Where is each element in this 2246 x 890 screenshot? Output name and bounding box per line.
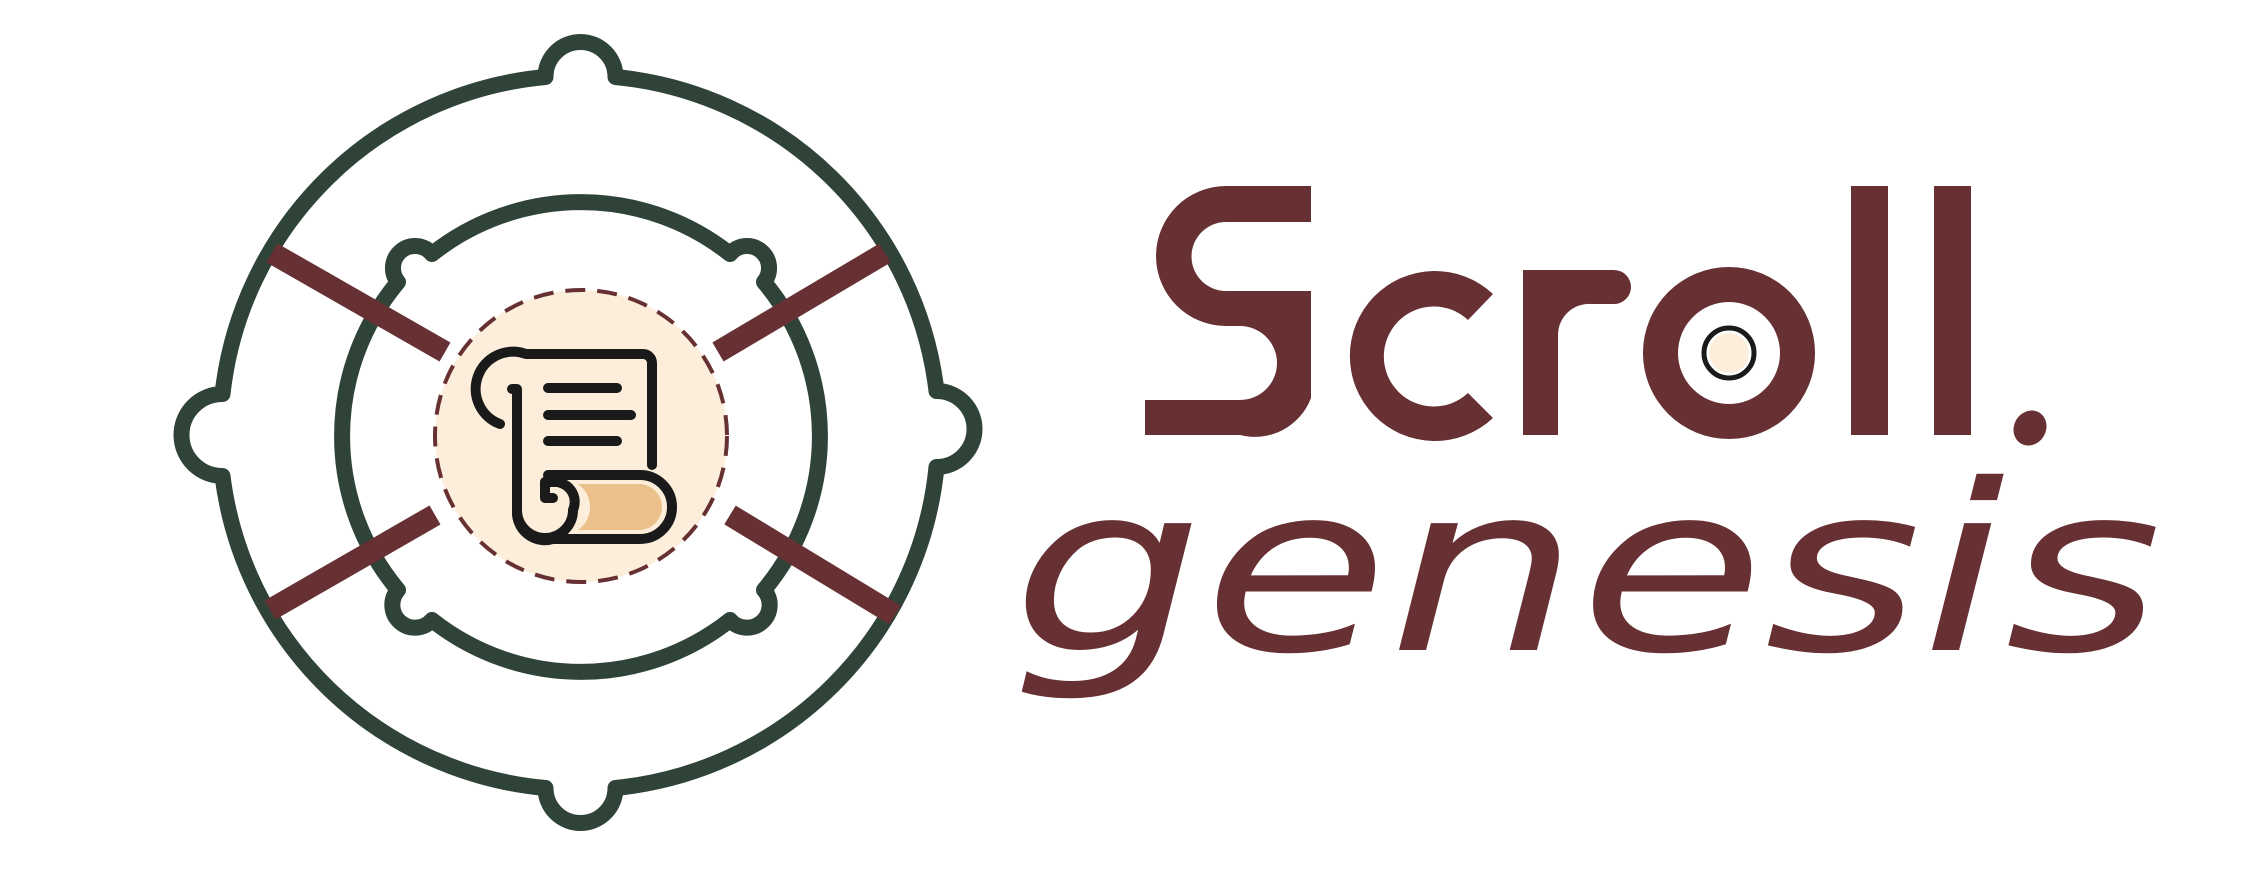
- letter-o: [1642, 267, 1816, 440]
- bar-top-right: [712, 243, 891, 362]
- compass-scroll-emblem-icon: [173, 34, 983, 831]
- letter-r: [1523, 270, 1631, 435]
- o-eye-ring: [1701, 325, 1757, 381]
- bar-top-left: [266, 243, 451, 362]
- scroll-icon: [470, 346, 677, 546]
- wordmark-dot: [2013, 410, 2047, 446]
- wordmark-primary: [1145, 186, 2047, 446]
- inner-ring-path: [334, 194, 828, 680]
- wordmark: Scroll genesis: [1012, 186, 2162, 705]
- letter-c: [1349, 271, 1493, 441]
- bar-bottom-left: [264, 505, 441, 620]
- bar-bottom-right: [724, 505, 901, 625]
- wordmark-secondary: genesis: [1012, 435, 2162, 705]
- diagonal-bars: [264, 243, 901, 625]
- scroll-tab: [578, 484, 662, 530]
- letter-l-1: [1851, 186, 1888, 435]
- letter-s: [1145, 186, 1311, 437]
- letter-l-2: [1934, 186, 1971, 435]
- o-eye-fill: [1709, 333, 1749, 373]
- outer-ring-path: [173, 34, 983, 831]
